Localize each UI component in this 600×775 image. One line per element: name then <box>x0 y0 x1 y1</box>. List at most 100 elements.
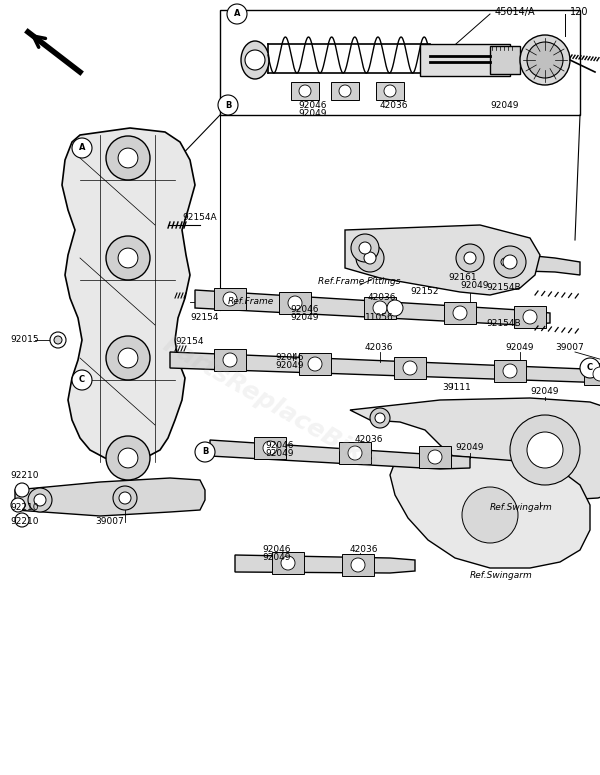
Circle shape <box>495 252 515 272</box>
Text: 92154B: 92154B <box>486 319 521 328</box>
Bar <box>331 82 359 100</box>
Text: PartsReplaceBike: PartsReplaceBike <box>158 332 382 474</box>
Bar <box>419 446 451 468</box>
Circle shape <box>299 85 311 97</box>
Circle shape <box>28 488 52 512</box>
Text: 92046: 92046 <box>290 305 319 315</box>
Text: 11056: 11056 <box>365 314 394 322</box>
Text: 92046: 92046 <box>262 546 290 554</box>
Circle shape <box>527 432 563 468</box>
Circle shape <box>375 413 385 423</box>
Text: B: B <box>202 447 208 456</box>
Circle shape <box>106 436 150 480</box>
Text: 92210: 92210 <box>10 518 38 526</box>
Bar <box>291 82 319 100</box>
Bar <box>584 363 600 385</box>
Circle shape <box>113 486 137 510</box>
Polygon shape <box>235 555 415 573</box>
Circle shape <box>428 450 442 464</box>
Circle shape <box>403 361 417 375</box>
Circle shape <box>263 441 277 455</box>
Circle shape <box>118 148 138 168</box>
Circle shape <box>288 296 302 310</box>
Text: 92046: 92046 <box>265 440 293 450</box>
Bar <box>514 306 546 328</box>
Polygon shape <box>350 238 490 272</box>
Text: 39007: 39007 <box>555 343 584 353</box>
Text: 92015: 92015 <box>10 336 38 345</box>
Circle shape <box>359 242 371 254</box>
Polygon shape <box>350 455 590 568</box>
Text: 92152: 92152 <box>410 288 439 297</box>
Circle shape <box>593 367 600 381</box>
Circle shape <box>339 85 351 97</box>
Bar <box>394 357 426 379</box>
Circle shape <box>351 558 365 572</box>
Text: 92154: 92154 <box>175 337 203 346</box>
Bar <box>254 437 286 459</box>
Polygon shape <box>345 225 540 295</box>
Circle shape <box>580 358 600 378</box>
Text: A: A <box>79 143 85 153</box>
Circle shape <box>494 246 526 278</box>
Circle shape <box>227 4 247 24</box>
Polygon shape <box>15 478 205 516</box>
Circle shape <box>523 310 537 324</box>
Circle shape <box>218 95 238 115</box>
Circle shape <box>54 336 62 344</box>
Text: Ref.Swingarm: Ref.Swingarm <box>490 504 553 512</box>
Circle shape <box>281 556 295 570</box>
Circle shape <box>245 50 265 70</box>
Text: 39111: 39111 <box>442 384 471 392</box>
Text: 92046: 92046 <box>275 353 304 363</box>
Text: 92210: 92210 <box>10 504 38 512</box>
Text: 42036: 42036 <box>365 343 394 353</box>
Circle shape <box>15 483 29 497</box>
Text: 92154B: 92154B <box>486 284 521 292</box>
Circle shape <box>50 332 66 348</box>
Text: C: C <box>587 363 593 373</box>
Text: 92049: 92049 <box>298 109 326 118</box>
Text: 92049: 92049 <box>455 443 484 453</box>
Circle shape <box>11 498 25 512</box>
Bar <box>272 552 304 574</box>
Polygon shape <box>62 128 195 462</box>
Circle shape <box>464 252 476 264</box>
Bar <box>376 82 404 100</box>
Circle shape <box>370 408 390 428</box>
Text: 42036: 42036 <box>355 436 383 445</box>
Bar <box>444 302 476 324</box>
Circle shape <box>503 364 517 378</box>
Text: 92046: 92046 <box>298 102 326 111</box>
Text: 42036: 42036 <box>350 546 379 554</box>
Text: 120: 120 <box>570 7 589 17</box>
Text: 92049: 92049 <box>490 102 518 111</box>
Text: 92049: 92049 <box>530 388 559 397</box>
Circle shape <box>453 306 467 320</box>
Circle shape <box>351 234 379 262</box>
Circle shape <box>356 244 384 272</box>
Text: 92161: 92161 <box>448 274 476 283</box>
Circle shape <box>223 292 237 306</box>
Ellipse shape <box>520 35 570 85</box>
Text: 92049: 92049 <box>262 553 290 563</box>
Bar <box>494 360 526 382</box>
Text: Ref.Frame Fittings: Ref.Frame Fittings <box>318 277 401 287</box>
Bar <box>490 46 520 74</box>
Circle shape <box>118 248 138 268</box>
Circle shape <box>384 85 396 97</box>
Circle shape <box>195 442 215 462</box>
Text: A: A <box>234 9 240 19</box>
Circle shape <box>34 494 46 506</box>
Polygon shape <box>170 352 600 383</box>
Bar <box>420 44 510 76</box>
Circle shape <box>308 357 322 371</box>
Text: 92049: 92049 <box>460 281 488 290</box>
Circle shape <box>119 492 131 504</box>
Circle shape <box>15 513 29 527</box>
Circle shape <box>527 42 563 78</box>
Bar <box>299 353 331 375</box>
Circle shape <box>72 370 92 390</box>
Circle shape <box>373 301 387 315</box>
Ellipse shape <box>241 41 269 79</box>
